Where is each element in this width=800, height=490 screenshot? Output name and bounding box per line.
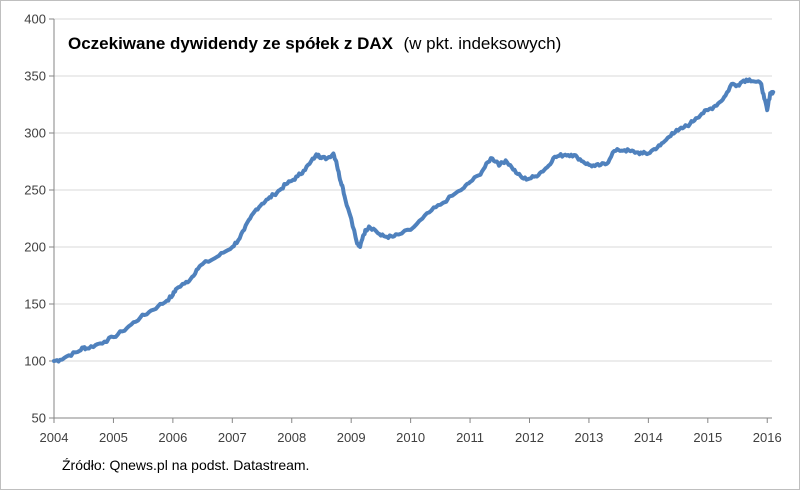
x-tick-label: 2016 (753, 430, 782, 445)
y-tick-label: 50 (32, 411, 46, 426)
x-tick-label: 2011 (456, 430, 484, 445)
y-tick-label: 400 (24, 12, 46, 27)
x-tick-label: 2009 (337, 430, 366, 445)
y-tick-label: 200 (24, 240, 46, 255)
y-tick-label: 300 (24, 126, 46, 141)
x-tick-label: 2006 (158, 430, 187, 445)
y-tick-label: 100 (24, 354, 46, 369)
x-tick-label: 2014 (634, 430, 663, 445)
x-tick-label: 2008 (277, 430, 306, 445)
x-tick-label: 2007 (218, 430, 247, 445)
chart-title: Oczekiwane dywidendy ze spółek z DAX (w … (68, 34, 561, 53)
x-tick-labels: 2004 2005 2006 2007 2008 2009 2010 2011 2012 2013… (40, 430, 782, 445)
y-tick-labels: 50 100 150 200 250 300 350 400 (24, 12, 46, 426)
x-tick-label: 2015 (693, 430, 722, 445)
y-tick-label: 250 (24, 183, 46, 198)
x-tick-label: 2012 (515, 430, 544, 445)
series-line-0 (52, 77, 776, 364)
source-note: Źródło: Qnews.pl na podst. Datastream. (62, 457, 310, 473)
grid-lines (54, 18, 772, 362)
y-tick-label: 350 (24, 69, 46, 84)
x-tick-label: 2004 (40, 430, 69, 445)
y-tick-label: 150 (24, 297, 46, 312)
x-tick-label: 2010 (396, 430, 425, 445)
x-tick-label: 2013 (574, 430, 603, 445)
chart-title-main: Oczekiwane dywidendy ze spółek z DAX (68, 34, 394, 53)
axes (49, 18, 772, 423)
x-tick-label: 2005 (99, 430, 128, 445)
chart-title-subtitle: (w pkt. indeksowych) (403, 34, 561, 53)
series-layer (52, 77, 776, 364)
